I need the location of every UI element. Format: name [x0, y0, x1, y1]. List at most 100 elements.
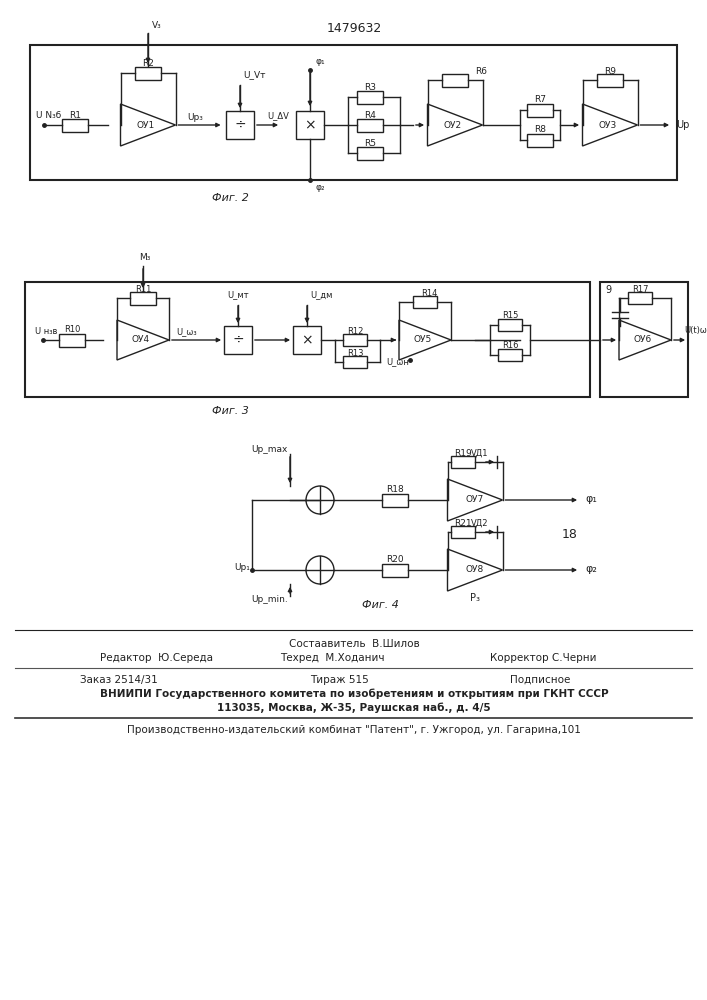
Bar — [25, 282, 590, 397]
Text: φ₁: φ₁ — [585, 494, 597, 504]
Text: 113035, Москва, Ж-35, Раушская наб., д. 4/5: 113035, Москва, Ж-35, Раушская наб., д. … — [217, 703, 491, 713]
Text: ×: × — [304, 118, 316, 132]
Text: R19: R19 — [454, 448, 472, 458]
Text: R2: R2 — [142, 60, 154, 68]
Text: Uр_max: Uр_max — [252, 446, 288, 454]
Text: Uр_min.: Uр_min. — [251, 595, 288, 604]
Polygon shape — [619, 320, 671, 360]
Text: ×: × — [301, 333, 312, 347]
Text: Тираж 515: Тираж 515 — [310, 675, 369, 685]
Bar — [628, 292, 652, 304]
Bar — [498, 349, 522, 361]
Bar — [224, 326, 252, 354]
Text: R6: R6 — [475, 68, 487, 77]
Bar — [527, 104, 553, 116]
Text: R3: R3 — [364, 84, 376, 93]
Text: R1: R1 — [69, 110, 81, 119]
Text: Р₃: Р₃ — [470, 593, 480, 603]
Text: 18: 18 — [562, 528, 578, 542]
Text: Подписное: Подписное — [510, 675, 571, 685]
Text: Uр₁: Uр₁ — [234, 564, 250, 572]
Text: ОУ8: ОУ8 — [466, 566, 484, 574]
Text: ОУ3: ОУ3 — [599, 120, 617, 129]
Text: U(t)ω: U(t)ω — [684, 326, 707, 336]
Text: ОУ2: ОУ2 — [444, 120, 462, 129]
Bar — [62, 118, 88, 131]
Bar — [343, 356, 367, 368]
Text: Uр: Uр — [676, 120, 689, 130]
Text: Фиг. 3: Фиг. 3 — [211, 406, 248, 416]
Bar — [527, 133, 553, 146]
Bar — [597, 74, 623, 87]
Text: ОУ7: ОУ7 — [466, 495, 484, 504]
Text: Заказ 2514/31: Заказ 2514/31 — [80, 675, 158, 685]
Bar — [498, 319, 522, 331]
Text: R17: R17 — [632, 284, 648, 294]
Bar — [226, 111, 254, 139]
Text: R14: R14 — [421, 288, 437, 298]
Text: ÷: ÷ — [232, 333, 244, 347]
Bar — [413, 296, 437, 308]
Text: R15: R15 — [502, 312, 518, 320]
Text: R9: R9 — [604, 66, 616, 76]
Polygon shape — [399, 320, 451, 360]
Bar — [600, 282, 688, 397]
Text: Состаавитель  В.Шилов: Состаавитель В.Шилов — [288, 639, 419, 649]
Text: U_ω₃: U_ω₃ — [177, 328, 197, 336]
Text: ОУ1: ОУ1 — [137, 120, 155, 129]
Text: Фиг. 2: Фиг. 2 — [211, 193, 248, 203]
Text: R5: R5 — [364, 139, 376, 148]
Polygon shape — [428, 104, 482, 146]
Text: 1479632: 1479632 — [327, 21, 382, 34]
Polygon shape — [448, 549, 503, 591]
Text: ВНИИПИ Государственного комитета по изобретениям и открытиям при ГКНТ СССР: ВНИИПИ Государственного комитета по изоб… — [100, 689, 608, 699]
Polygon shape — [448, 479, 503, 521]
Text: φ₁: φ₁ — [316, 57, 326, 66]
Text: R21: R21 — [454, 518, 472, 528]
Text: R18: R18 — [386, 486, 404, 494]
Text: φ₂: φ₂ — [585, 564, 597, 574]
Circle shape — [306, 486, 334, 514]
Text: R4: R4 — [364, 111, 376, 120]
Bar — [382, 493, 408, 506]
Text: ОУ4: ОУ4 — [132, 336, 150, 344]
Text: 9: 9 — [605, 285, 611, 295]
Text: U_дм: U_дм — [310, 290, 332, 300]
Text: U_Vт: U_Vт — [243, 70, 266, 80]
Text: Производственно-издательский комбинат "Патент", г. Ужгород, ул. Гагарина,101: Производственно-издательский комбинат "П… — [127, 725, 581, 735]
Text: Корректор С.Черни: Корректор С.Черни — [490, 653, 597, 663]
Text: R13: R13 — [346, 349, 363, 358]
Text: ОУ6: ОУ6 — [634, 336, 652, 344]
Bar — [293, 326, 321, 354]
Text: R16: R16 — [502, 342, 518, 351]
Text: Фиг. 4: Фиг. 4 — [361, 600, 399, 610]
Text: VД2: VД2 — [472, 518, 489, 528]
Text: VД1: VД1 — [472, 448, 489, 458]
Text: Техред  М.Ходанич: Техред М.Ходанич — [280, 653, 385, 663]
Bar — [343, 334, 367, 346]
Text: R20: R20 — [386, 556, 404, 564]
Bar — [30, 45, 677, 180]
Text: V₃: V₃ — [152, 20, 162, 29]
Text: U_ΔV: U_ΔV — [267, 111, 289, 120]
Text: R12: R12 — [347, 326, 363, 336]
Text: U_ωн: U_ωн — [387, 358, 409, 366]
Text: ОУ5: ОУ5 — [414, 336, 432, 344]
Polygon shape — [120, 104, 175, 146]
Bar — [442, 74, 468, 87]
Text: R8: R8 — [534, 125, 546, 134]
Text: М₃: М₃ — [139, 253, 151, 262]
Bar — [451, 526, 475, 538]
Text: ÷: ÷ — [234, 118, 246, 132]
Text: φ₂: φ₂ — [315, 184, 325, 192]
Text: U N₃б: U N₃б — [36, 110, 62, 119]
Bar — [357, 146, 383, 159]
Text: R11: R11 — [135, 284, 151, 294]
Bar — [130, 292, 156, 304]
Polygon shape — [117, 320, 169, 360]
Bar — [59, 334, 85, 347]
Text: U н₃в: U н₃в — [35, 328, 57, 336]
Bar — [382, 564, 408, 576]
Polygon shape — [583, 104, 638, 146]
Bar — [357, 91, 383, 104]
